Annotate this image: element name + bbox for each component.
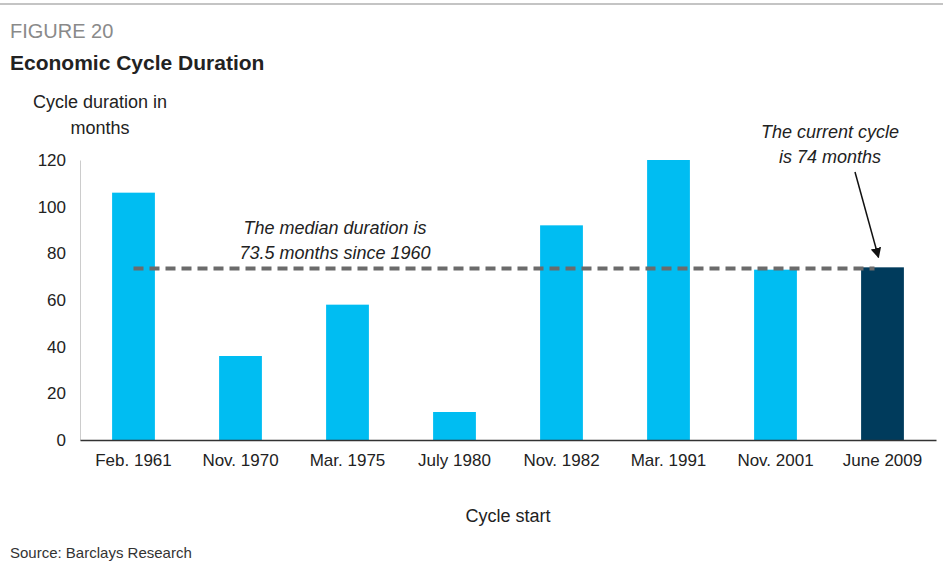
chart: FIGURE 20 Economic Cycle Duration Cycle du… (0, 0, 943, 568)
reference-line (134, 267, 875, 271)
x-tick-label: Nov. 1982 (523, 451, 599, 470)
top-rule (0, 3, 943, 5)
x-tick-label: July 1980 (418, 451, 491, 470)
y-axis-title: Cycle duration in (33, 92, 167, 112)
x-tick: Nov. 2001 (737, 440, 813, 470)
y-tick: 60 (47, 291, 80, 310)
x-tick-label: Nov. 1970 (202, 451, 278, 470)
y-tick-label: 40 (47, 338, 66, 357)
y-axis: 0 20 40 60 80 100 120 (38, 151, 81, 450)
y-tick-label: 0 (57, 431, 66, 450)
bar (540, 225, 583, 440)
bar (861, 267, 904, 440)
x-tick-label: June 2009 (843, 451, 922, 470)
plot-area (112, 160, 904, 440)
y-tick: 20 (47, 384, 80, 403)
x-tick: July 1980 (418, 440, 491, 470)
bar (647, 160, 690, 440)
x-tick: Nov. 1982 (523, 440, 599, 470)
bar (754, 270, 797, 440)
bar (219, 356, 262, 440)
bar (112, 193, 155, 440)
x-tick-label: Mar. 1975 (310, 451, 386, 470)
y-tick: 0 (57, 431, 80, 450)
x-tick: Mar. 1991 (631, 440, 707, 470)
x-axis-line (81, 440, 937, 442)
annotation-arrow (855, 172, 879, 257)
x-tick-label: Feb. 1961 (95, 451, 172, 470)
y-tick: 120 (38, 151, 80, 170)
annotation: The median duration is (243, 218, 426, 238)
figure-label: FIGURE 20 (10, 20, 113, 42)
y-tick-label: 100 (38, 198, 66, 217)
y-tick-label: 120 (38, 151, 66, 170)
x-tick: Nov. 1970 (202, 440, 278, 470)
bar (433, 412, 476, 440)
bar (326, 305, 369, 440)
y-tick: 100 (38, 198, 80, 217)
source: Source: Barclays Research (10, 544, 192, 561)
y-tick-label: 80 (47, 244, 66, 263)
x-axis: Feb. 1961 Nov. 1970 Mar. 1975 July 1980 Nov.… (81, 440, 937, 470)
y-axis-line (80, 161, 81, 441)
y-axis-title: months (70, 118, 129, 138)
x-tick: June 2009 (843, 440, 922, 470)
y-tick-label: 60 (47, 291, 66, 310)
x-tick-label: Nov. 2001 (737, 451, 813, 470)
annotation: The current cycle (761, 122, 899, 142)
annotation: is 74 months (779, 147, 881, 167)
x-tick-label: Mar. 1991 (631, 451, 707, 470)
x-tick: Mar. 1975 (310, 440, 386, 470)
y-tick-label: 20 (47, 384, 66, 403)
annotation: 73.5 months since 1960 (239, 243, 430, 263)
x-tick: Feb. 1961 (95, 440, 172, 470)
title: Economic Cycle Duration (10, 51, 264, 74)
x-axis-title: Cycle start (465, 506, 550, 526)
y-tick: 80 (47, 244, 80, 263)
y-tick: 40 (47, 338, 80, 357)
